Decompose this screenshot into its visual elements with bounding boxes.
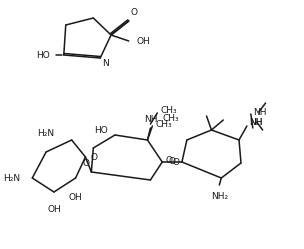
Text: OH: OH xyxy=(47,205,61,214)
Text: CH₃: CH₃ xyxy=(155,120,172,128)
Text: H₂N: H₂N xyxy=(3,174,20,183)
Text: O: O xyxy=(165,155,172,165)
Text: O: O xyxy=(90,152,97,162)
Text: CH₃: CH₃ xyxy=(162,114,179,123)
Text: H₂N: H₂N xyxy=(37,129,55,138)
Text: NH: NH xyxy=(249,118,262,126)
Text: OH: OH xyxy=(69,193,82,202)
Text: NH: NH xyxy=(144,115,157,124)
Text: HO: HO xyxy=(36,51,50,60)
Text: O: O xyxy=(173,158,180,167)
Text: NH: NH xyxy=(253,108,266,117)
Text: NH₂: NH₂ xyxy=(211,192,228,201)
Text: HO: HO xyxy=(94,126,108,135)
Text: NH: NH xyxy=(249,118,262,126)
Text: N: N xyxy=(102,59,109,67)
Text: OH: OH xyxy=(136,37,150,46)
Text: O: O xyxy=(131,8,138,17)
Text: CH₃: CH₃ xyxy=(160,106,177,115)
Text: O: O xyxy=(169,157,176,166)
Text: O: O xyxy=(82,159,89,168)
